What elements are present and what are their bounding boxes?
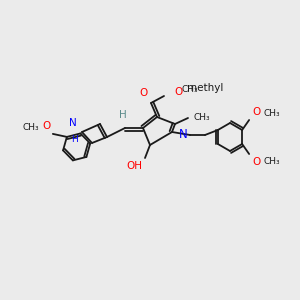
Text: CH₃: CH₃: [263, 109, 280, 118]
Text: CH₃: CH₃: [194, 112, 211, 122]
Text: H: H: [71, 135, 78, 144]
Text: N: N: [69, 118, 77, 128]
Text: O: O: [252, 107, 260, 117]
Text: O: O: [140, 88, 148, 98]
Text: CH₃: CH₃: [22, 123, 39, 132]
Text: N: N: [179, 128, 188, 140]
Text: O: O: [252, 157, 260, 167]
Text: CH₃: CH₃: [182, 85, 199, 94]
Text: O: O: [174, 87, 182, 97]
Text: OH: OH: [126, 161, 142, 171]
Text: H: H: [119, 110, 127, 120]
Text: CH₃: CH₃: [263, 157, 280, 166]
Text: methyl: methyl: [187, 83, 224, 93]
Text: O: O: [43, 121, 51, 131]
